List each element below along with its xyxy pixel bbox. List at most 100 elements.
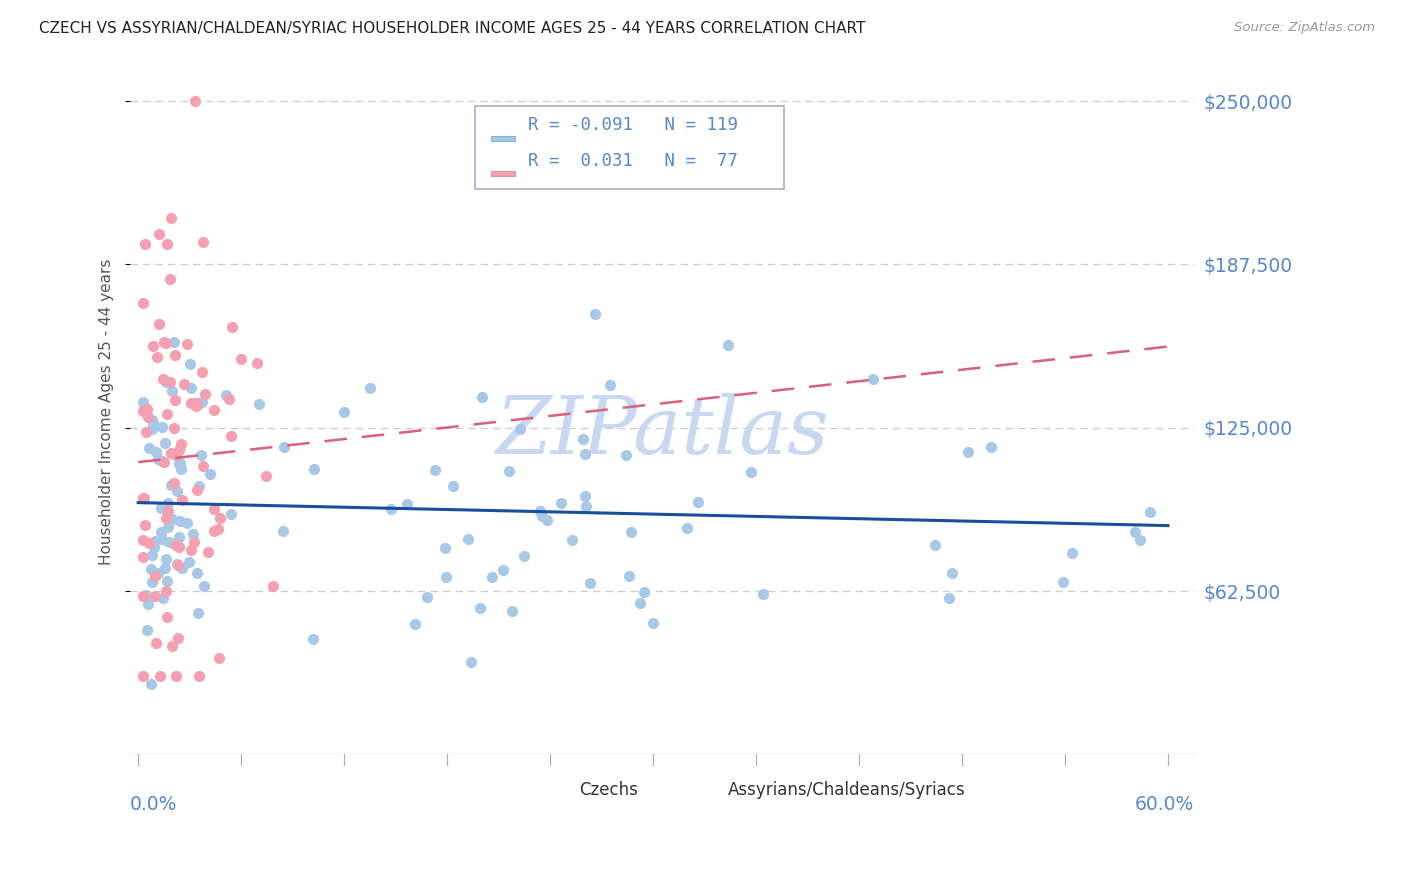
Point	[155, 375, 177, 389]
Point	[136, 409, 159, 424]
Point	[359, 381, 381, 395]
Point	[150, 420, 173, 434]
Point	[172, 561, 194, 575]
Point	[481, 570, 503, 584]
Point	[148, 227, 170, 241]
Point	[176, 337, 198, 351]
Point	[153, 436, 176, 450]
Point	[221, 319, 243, 334]
Point	[155, 511, 177, 525]
Point	[1139, 505, 1161, 519]
Point	[423, 462, 446, 476]
Point	[579, 575, 602, 590]
Point	[599, 378, 621, 392]
Point	[574, 489, 596, 503]
Point	[165, 448, 187, 462]
Point	[191, 395, 214, 409]
Point	[163, 476, 186, 491]
Point	[157, 496, 180, 510]
Point	[492, 563, 515, 577]
Point	[583, 307, 606, 321]
Point	[141, 677, 163, 691]
Point	[148, 317, 170, 331]
Point	[616, 448, 638, 462]
Point	[184, 399, 207, 413]
Point	[163, 421, 186, 435]
Point	[166, 558, 188, 573]
Point	[1052, 574, 1074, 589]
Point	[155, 583, 177, 598]
Point	[501, 604, 523, 618]
Point	[132, 491, 155, 505]
Point	[575, 499, 598, 513]
Point	[247, 397, 270, 411]
Point	[207, 522, 229, 536]
Point	[187, 606, 209, 620]
Point	[136, 597, 159, 611]
Point	[202, 524, 225, 538]
Point	[941, 566, 963, 581]
Point	[135, 623, 157, 637]
Point	[155, 335, 177, 350]
Point	[197, 545, 219, 559]
Point	[619, 569, 641, 583]
Point	[404, 617, 426, 632]
Point	[550, 496, 572, 510]
Point	[273, 440, 295, 454]
Point	[190, 449, 212, 463]
Point	[166, 484, 188, 499]
Point	[160, 446, 183, 460]
Bar	[492, 171, 515, 176]
Text: CZECH VS ASSYRIAN/CHALDEAN/SYRIAC HOUSEHOLDER INCOME AGES 25 - 44 YEARS CORRELAT: CZECH VS ASSYRIAN/CHALDEAN/SYRIAC HOUSEH…	[39, 21, 866, 36]
Point	[271, 524, 294, 538]
Point	[513, 549, 536, 563]
Point	[143, 569, 166, 583]
Point	[132, 295, 155, 310]
Point	[155, 561, 177, 575]
Point	[219, 429, 242, 443]
Point	[202, 402, 225, 417]
Point	[186, 395, 208, 409]
Point	[193, 579, 215, 593]
Point	[159, 211, 181, 226]
Point	[207, 651, 229, 665]
Point	[572, 432, 595, 446]
Point	[740, 465, 762, 479]
Point	[132, 394, 155, 409]
Point	[529, 504, 551, 518]
Point	[416, 590, 439, 604]
Point	[150, 500, 173, 515]
Text: R = -0.091   N = 119: R = -0.091 N = 119	[527, 116, 738, 134]
Point	[460, 656, 482, 670]
Point	[180, 396, 202, 410]
Point	[160, 639, 183, 653]
Point	[160, 512, 183, 526]
Bar	[492, 136, 515, 141]
Point	[135, 425, 157, 440]
Point	[167, 530, 190, 544]
Point	[186, 483, 208, 498]
Point	[443, 479, 465, 493]
Point	[157, 534, 180, 549]
Point	[138, 535, 160, 549]
Point	[167, 540, 190, 554]
Point	[169, 442, 191, 457]
Point	[145, 636, 167, 650]
Point	[159, 478, 181, 492]
Point	[132, 669, 155, 683]
Point	[468, 601, 491, 615]
Point	[191, 364, 214, 378]
Point	[145, 445, 167, 459]
Point	[170, 461, 193, 475]
Point	[159, 272, 181, 286]
Text: Source: ZipAtlas.com: Source: ZipAtlas.com	[1234, 21, 1375, 34]
Point	[924, 537, 946, 551]
Text: Czechs: Czechs	[579, 781, 637, 799]
Point	[200, 467, 222, 481]
Point	[191, 459, 214, 474]
Point	[436, 570, 458, 584]
Point	[396, 497, 419, 511]
Point	[184, 94, 207, 108]
Point	[214, 388, 236, 402]
Point	[194, 387, 217, 401]
